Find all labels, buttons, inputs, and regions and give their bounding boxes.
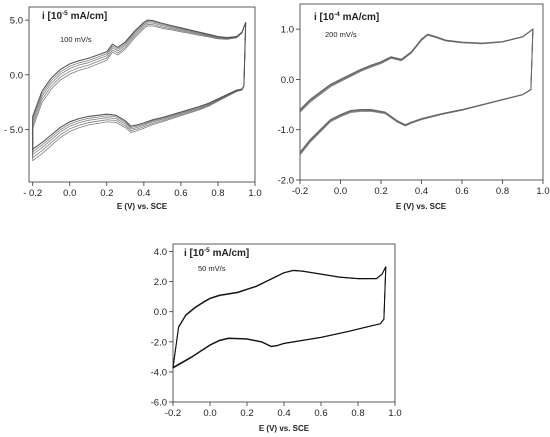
- y-tick-label: 5.0: [10, 16, 23, 27]
- x-tick-label: - 0.2: [23, 188, 42, 199]
- scan-rate-label: 50 mV/s: [198, 264, 226, 273]
- chart-panel-200mvs: -0.2 0.0 0.2 0.4 0.6 0.8 1.0 1.0 0.0 -1.0 -2.0 i […: [278, 3, 550, 211]
- cv-cycle-3: [299, 28, 534, 155]
- cv-curves: [172, 266, 387, 369]
- x-tick-label: 0.4: [277, 408, 290, 419]
- cv-cycle-2: [172, 266, 387, 369]
- y-axis-label-exponent: -5: [62, 10, 68, 17]
- y-axis-label-exponent: -4: [334, 11, 340, 18]
- plot-frame: [28, 6, 256, 183]
- cv-curves: [32, 19, 247, 162]
- y-axis-label-exponent: -5: [204, 247, 210, 254]
- scan-rate-label: 100 mV/s: [60, 35, 92, 44]
- x-tick-label: 0.2: [100, 188, 113, 199]
- chart-panel-100mvs: - 0.2 0.0 0.2 0.4 0.6 0.8 1.0 5.0 0.0 - 5.0 i [10…: [4, 6, 262, 211]
- y-tick-label: -1.0: [278, 125, 294, 136]
- chart-panel-50mvs: -0.2 0.0 0.2 0.4 0.6 0.8 1.0 4.0 2.0 0.0 -2.0 -4.0 -…: [151, 243, 402, 433]
- x-tick-label: 0.8: [211, 188, 224, 199]
- cv-curves: [299, 27, 534, 157]
- axis-ticks: -0.2 0.0 0.2 0.4 0.6 0.8 1.0 4.0 2.0 0.0 -2.0 -4.0 -…: [151, 247, 402, 419]
- x-axis-title: E (V) vs. SCE: [396, 202, 447, 211]
- y-axis-label: i [10-5 mA/cm]: [184, 247, 249, 259]
- x-tick-label: 0.6: [455, 186, 468, 197]
- y-axis-label: i [10-4 mA/cm]: [314, 11, 379, 23]
- cv-cycle-1: [299, 27, 534, 154]
- y-tick-label: -4.0: [151, 367, 167, 378]
- x-tick-label: 0.0: [334, 186, 347, 197]
- y-tick-label: 4.0: [154, 247, 167, 258]
- x-tick-label: -0.2: [292, 186, 308, 197]
- y-tick-label: 0.0: [10, 70, 23, 81]
- x-tick-label: 0.2: [240, 408, 253, 419]
- y-tick-label: -2.0: [278, 176, 294, 187]
- axis-ticks: -0.2 0.0 0.2 0.4 0.6 0.8 1.0 1.0 0.0 -1.0 -2.0: [278, 25, 550, 197]
- y-tick-label: -2.0: [151, 337, 167, 348]
- scan-rate-label: 200 mV/s: [325, 30, 357, 39]
- cv-cycle-3: [172, 266, 387, 369]
- x-tick-label: 0.2: [374, 186, 387, 197]
- cv-cycle-2: [299, 28, 534, 155]
- x-tick-label: 1.0: [248, 188, 261, 199]
- x-tick-label: 0.6: [174, 188, 187, 199]
- x-tick-label: 0.6: [314, 408, 327, 419]
- x-tick-label: 0.8: [351, 408, 364, 419]
- x-tick-label: 0.0: [203, 408, 216, 419]
- y-tick-label: 0.0: [154, 307, 167, 318]
- y-axis-label: i [10-5 mA/cm]: [42, 10, 107, 22]
- x-tick-label: -0.2: [165, 408, 181, 419]
- x-tick-label: 1.0: [536, 186, 549, 197]
- y-tick-label: 2.0: [154, 277, 167, 288]
- y-tick-label: -6.0: [151, 398, 167, 409]
- x-tick-label: 0.4: [415, 186, 428, 197]
- x-axis-title: E (V) vs. SCE: [259, 424, 310, 433]
- x-tick-label: 1.0: [388, 408, 401, 419]
- y-tick-label: 0.0: [281, 75, 294, 86]
- cv-cycle-1: [172, 266, 387, 369]
- y-tick-label: - 5.0: [4, 125, 23, 136]
- cv-cycle-5: [299, 28, 534, 157]
- x-tick-label: 0.0: [63, 188, 76, 199]
- x-tick-label: 0.8: [496, 186, 509, 197]
- axis-ticks: - 0.2 0.0 0.2 0.4 0.6 0.8 1.0 5.0 0.0 - 5.0: [4, 16, 262, 199]
- cv-cycle-4: [299, 28, 534, 156]
- x-axis-title: E (V) vs. SCE: [117, 202, 168, 211]
- y-tick-label: 1.0: [281, 25, 294, 36]
- x-tick-label: 0.4: [137, 188, 150, 199]
- cv-cycle-5: [32, 22, 247, 162]
